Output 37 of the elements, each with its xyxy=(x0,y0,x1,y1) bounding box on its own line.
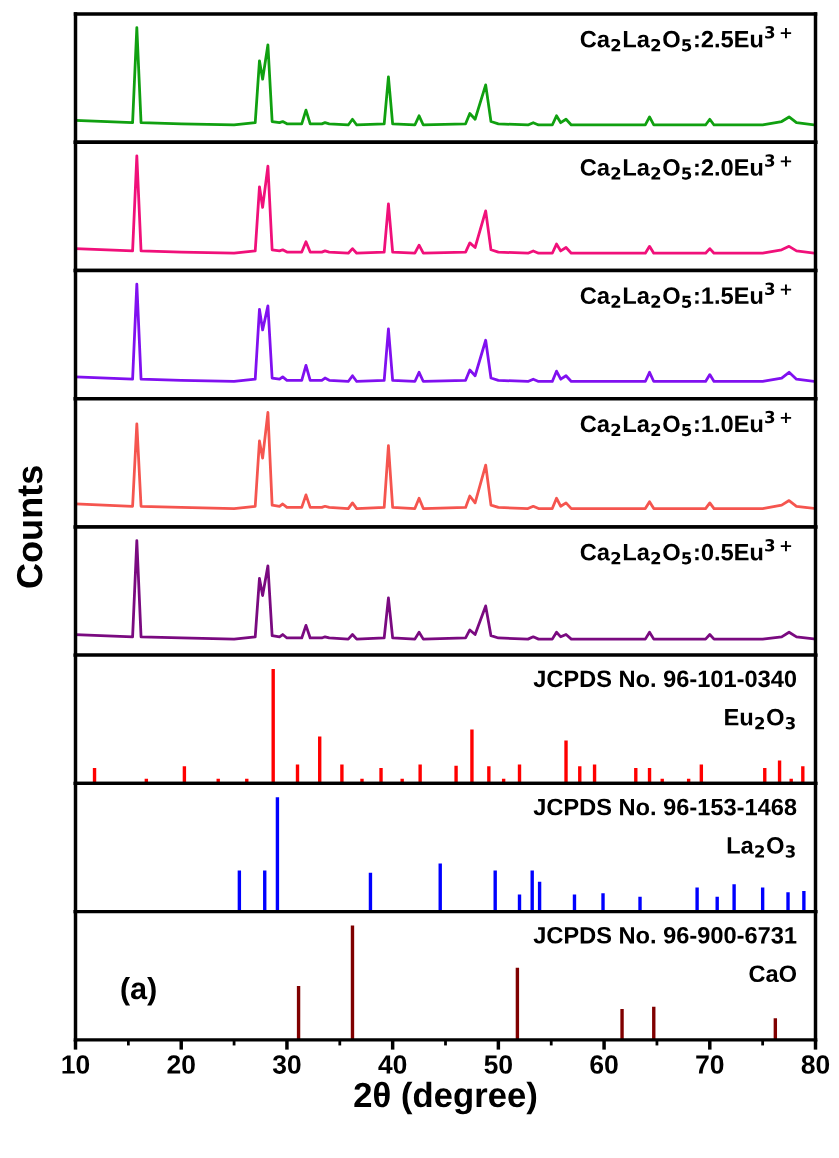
annotation: (a) xyxy=(121,976,156,1006)
bar xyxy=(418,764,422,784)
annotation: Eu$_{2}$O$_{3}$ xyxy=(725,708,795,730)
bar xyxy=(695,887,699,912)
annotation: Ca$_{2}$La$_{2}$O$_{5}$:1.5Eu$^{3+}$ xyxy=(580,282,792,308)
x-axis-title: 2θ (degree) xyxy=(354,1081,537,1115)
x-tick-label: 60 xyxy=(590,1055,618,1074)
x-tick-label: 70 xyxy=(696,1055,724,1074)
bar xyxy=(786,892,790,912)
bar xyxy=(379,767,383,784)
bar xyxy=(564,740,568,784)
bar xyxy=(487,766,491,784)
x-tick-label: 80 xyxy=(801,1055,830,1074)
annotation: La$_{2}$O$_{3}$ xyxy=(727,837,795,858)
bar xyxy=(732,884,736,912)
bar xyxy=(601,893,605,912)
annotation: JCPDS No. 96-101-0340 xyxy=(533,670,797,688)
bar xyxy=(620,1008,624,1040)
y-axis-title: Counts xyxy=(16,466,43,588)
x-tick-label: 20 xyxy=(167,1055,195,1074)
annotation: Ca$_{2}$La$_{2}$O$_{5}$:0.5Eu$^{3+}$ xyxy=(580,539,792,565)
x-tick-label: 30 xyxy=(272,1055,301,1074)
bar xyxy=(340,764,344,784)
annotation: JCPDS No. 96-900-6731 xyxy=(533,926,797,944)
annotation: JCPDS No. 96-153-1468 xyxy=(533,798,797,816)
x-tick-label: 50 xyxy=(484,1055,512,1074)
bar xyxy=(454,765,458,784)
bar xyxy=(638,896,642,912)
bar xyxy=(470,729,474,784)
annotation: Ca$_{2}$La$_{2}$O$_{5}$:1.0Eu$^{3+}$ xyxy=(580,410,792,437)
annotation: Ca$_{2}$La$_{2}$O$_{5}$:2.0Eu$^{3+}$ xyxy=(580,154,792,180)
x-tick-label: 40 xyxy=(378,1055,407,1074)
bar xyxy=(801,766,805,784)
annotation: CaO xyxy=(749,965,797,983)
x-tick-label: 10 xyxy=(62,1055,90,1074)
annotation: Ca$_{2}$La$_{2}$O$_{5}$:2.5Eu$^{3+}$ xyxy=(580,26,792,52)
bar xyxy=(802,891,806,912)
